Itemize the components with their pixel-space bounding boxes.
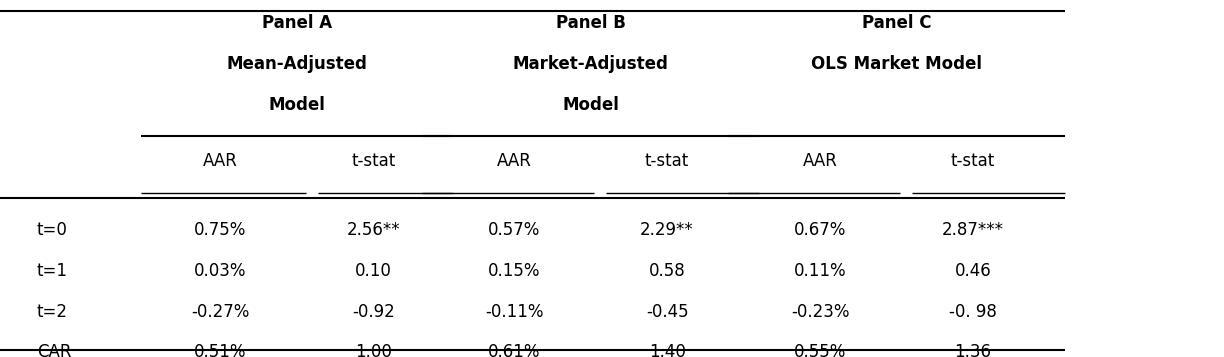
Text: 0.61%: 0.61% — [488, 343, 540, 357]
Text: -0.23%: -0.23% — [791, 303, 849, 321]
Text: t-stat: t-stat — [645, 152, 689, 170]
Text: Model: Model — [562, 96, 619, 114]
Text: CAR: CAR — [37, 343, 71, 357]
Text: -0.45: -0.45 — [646, 303, 688, 321]
Text: t-stat: t-stat — [351, 152, 395, 170]
Text: 0.46: 0.46 — [955, 262, 991, 280]
Text: 0.11%: 0.11% — [794, 262, 846, 280]
Text: AAR: AAR — [497, 152, 531, 170]
Text: AAR: AAR — [803, 152, 837, 170]
Text: Mean-Adjusted: Mean-Adjusted — [226, 55, 367, 73]
Text: 2.56**: 2.56** — [346, 221, 400, 239]
Text: 0.75%: 0.75% — [195, 221, 246, 239]
Text: 0.15%: 0.15% — [488, 262, 540, 280]
Text: Market-Adjusted: Market-Adjusted — [513, 55, 668, 73]
Text: -0.27%: -0.27% — [191, 303, 250, 321]
Text: 0.10: 0.10 — [355, 262, 392, 280]
Text: t-stat: t-stat — [951, 152, 995, 170]
Text: t=1: t=1 — [37, 262, 67, 280]
Text: AAR: AAR — [203, 152, 237, 170]
Text: 2.87***: 2.87*** — [942, 221, 1004, 239]
Text: 2.29**: 2.29** — [640, 221, 694, 239]
Text: 1.00: 1.00 — [355, 343, 392, 357]
Text: 0.55%: 0.55% — [794, 343, 846, 357]
Text: 0.03%: 0.03% — [195, 262, 246, 280]
Text: Panel B: Panel B — [556, 14, 625, 32]
Text: 0.58: 0.58 — [649, 262, 685, 280]
Text: 0.51%: 0.51% — [195, 343, 246, 357]
Text: -0.92: -0.92 — [353, 303, 394, 321]
Text: 0.57%: 0.57% — [488, 221, 540, 239]
Text: 1.40: 1.40 — [649, 343, 685, 357]
Text: Panel C: Panel C — [862, 14, 931, 32]
Text: 1.36: 1.36 — [955, 343, 991, 357]
Text: -0. 98: -0. 98 — [949, 303, 998, 321]
Text: Model: Model — [268, 96, 326, 114]
Text: OLS Market Model: OLS Market Model — [812, 55, 982, 73]
Text: 0.67%: 0.67% — [794, 221, 846, 239]
Text: t=2: t=2 — [37, 303, 67, 321]
Text: Panel A: Panel A — [262, 14, 332, 32]
Text: t=0: t=0 — [37, 221, 67, 239]
Text: -0.11%: -0.11% — [485, 303, 543, 321]
